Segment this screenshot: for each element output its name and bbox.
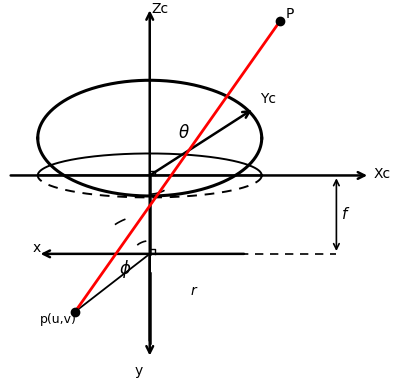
Text: x: x <box>32 241 40 255</box>
Text: $\theta$: $\theta$ <box>178 124 189 141</box>
Text: p(u,v): p(u,v) <box>40 313 76 326</box>
Text: Yc: Yc <box>260 92 276 106</box>
Text: P: P <box>286 7 295 21</box>
Text: Xc: Xc <box>374 166 391 180</box>
Text: r: r <box>191 284 197 298</box>
Text: Zc: Zc <box>152 2 169 16</box>
Text: f: f <box>342 207 347 222</box>
Text: y: y <box>135 364 143 378</box>
Text: $\phi$: $\phi$ <box>119 258 132 280</box>
